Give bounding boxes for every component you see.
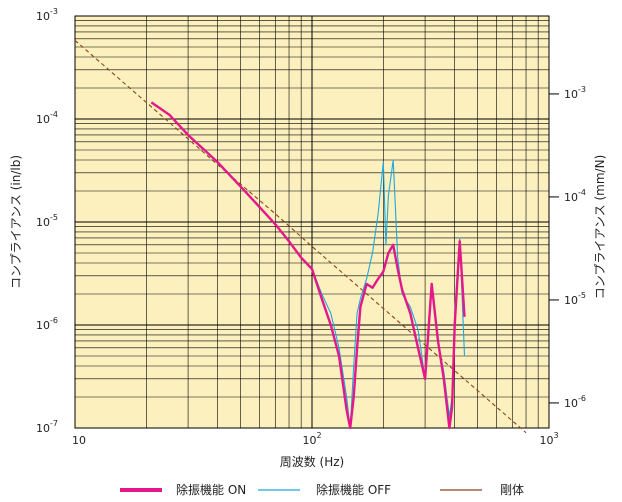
y-tick-label-left: 10-6 <box>36 316 58 332</box>
y-tick-label-right: 10-5 <box>564 291 586 307</box>
legend-label-on: 除振機能 ON <box>176 482 246 497</box>
y-tick-label-right: 10-3 <box>564 85 586 101</box>
grid <box>75 16 559 428</box>
series-line-2 <box>150 101 466 430</box>
legend: 除振機能 ON 除振機能 OFF 剛体 <box>120 482 524 497</box>
y-tick-label-left: 10-7 <box>36 419 58 435</box>
left-axis-title: コンプライアンス (in/lb) <box>9 155 23 289</box>
right-axis-title: コンプライアンス (mm/N) <box>593 155 607 300</box>
y-tick-label-left: 10-3 <box>36 7 58 23</box>
series-line-0 <box>74 39 527 434</box>
x-axis-title: 周波数 (Hz) <box>280 454 345 469</box>
y-tick-label-right: 10-6 <box>564 394 586 410</box>
x-tick-label: 102 <box>302 431 321 447</box>
legend-label-rigid: 剛体 <box>500 483 524 497</box>
y-tick-label-right: 10-4 <box>564 188 586 204</box>
plot-frame <box>74 15 550 429</box>
y-tick-label-left: 10-5 <box>36 213 58 229</box>
tick-labels: 10 102 103 10-3 10-4 10-5 10-6 10-7 10-3 10-4 10-5… <box>36 7 586 447</box>
legend-label-off: 除振機能 OFF <box>316 482 391 497</box>
series-layer <box>74 39 527 434</box>
y-tick-label-left: 10-4 <box>36 110 58 126</box>
x-tick-label: 10 <box>72 434 86 447</box>
x-tick-label: 103 <box>539 431 558 447</box>
